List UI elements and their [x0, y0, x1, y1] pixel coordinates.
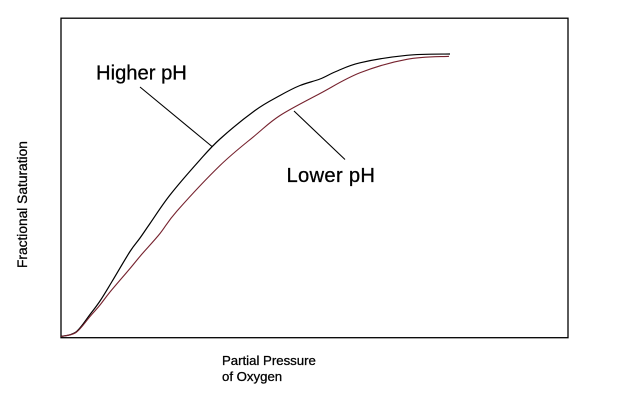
- svg-text:Higher pH: Higher pH: [96, 63, 187, 85]
- svg-text:Partial Pressure: Partial Pressure: [222, 353, 316, 368]
- svg-text:Lower pH: Lower pH: [287, 165, 376, 187]
- svg-text:of Oxygen: of Oxygen: [222, 369, 282, 384]
- svg-text:Fractional Saturation: Fractional Saturation: [15, 141, 30, 268]
